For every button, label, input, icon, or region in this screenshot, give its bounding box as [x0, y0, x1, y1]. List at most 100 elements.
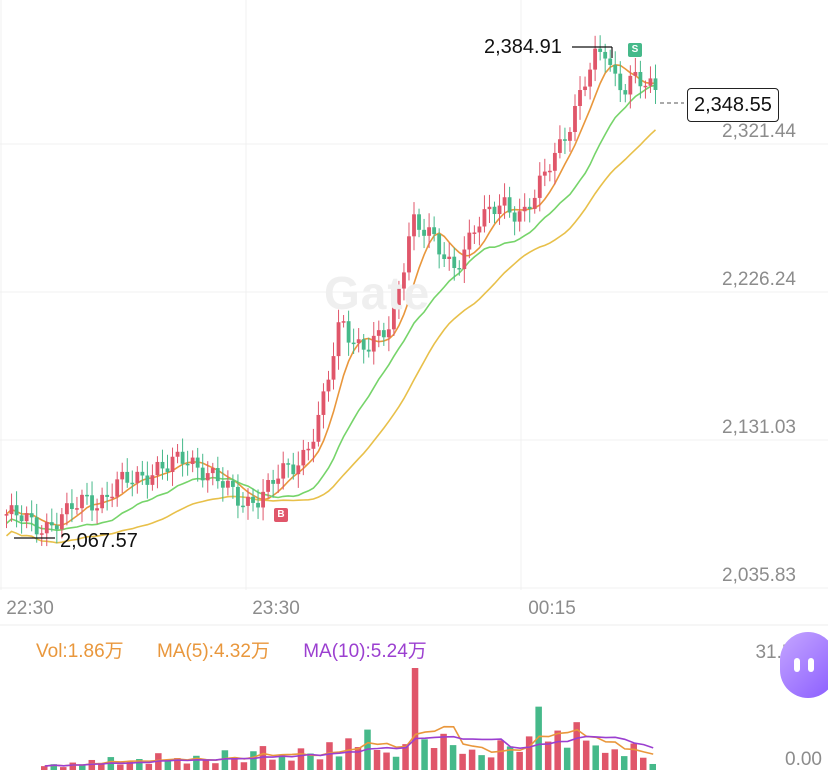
candle-body — [281, 463, 286, 479]
moving-average-lines — [5, 63, 657, 544]
volume-bar — [449, 745, 457, 770]
volume-bar — [345, 738, 352, 770]
chat-assistant-icon[interactable] — [780, 632, 828, 698]
candle-body — [532, 197, 537, 209]
candle-body — [220, 481, 225, 488]
volume-bar — [402, 744, 409, 770]
ma10-line — [5, 84, 656, 532]
candle-body — [537, 175, 542, 198]
candle-body — [512, 212, 517, 222]
candle-body — [29, 513, 34, 518]
candle-body — [452, 256, 457, 269]
candle-body — [407, 236, 411, 273]
volume-bar — [183, 763, 191, 770]
volume-bar — [307, 753, 314, 770]
candle-body — [311, 441, 316, 449]
candle-body — [613, 64, 618, 74]
candle-body — [225, 480, 230, 488]
candle-body — [477, 226, 482, 233]
volume-bar — [516, 751, 523, 770]
volume-bar — [440, 733, 447, 770]
buy-marker[interactable]: B — [274, 508, 288, 522]
volume-bar — [554, 730, 561, 770]
volume-bar — [563, 747, 571, 770]
volume-bar — [297, 748, 305, 770]
candle-body — [100, 494, 105, 509]
volume-bar — [573, 722, 580, 770]
candle-body — [105, 494, 110, 497]
volume-bar — [41, 766, 48, 770]
candle-body — [417, 214, 421, 230]
volume-bar — [487, 757, 495, 770]
candle-body — [286, 463, 291, 465]
candle-body — [140, 471, 145, 476]
candle-body — [241, 505, 245, 508]
candle-body — [44, 522, 49, 534]
candle-body — [271, 479, 276, 484]
volume-bar — [630, 743, 637, 770]
time-tick: 22:30 — [6, 598, 54, 619]
candle-body — [462, 249, 467, 270]
volume-bar — [193, 755, 200, 770]
price-tick: 2,131.03 — [722, 417, 796, 438]
volume-bar — [259, 746, 267, 770]
candle-body — [24, 513, 29, 522]
candle-body — [482, 209, 487, 227]
ma5-line — [5, 63, 656, 527]
candle-body — [598, 48, 603, 52]
candle-body — [633, 71, 638, 76]
volume-bar — [411, 668, 419, 770]
candle-body — [54, 525, 59, 530]
candle-body — [376, 330, 381, 336]
candle-body — [638, 71, 643, 87]
candle-body — [447, 256, 452, 260]
volume-zero-tick: 0.00 — [785, 749, 822, 770]
candle-body — [467, 232, 472, 250]
candlesticks — [4, 35, 658, 547]
candle-body — [110, 496, 115, 499]
candle-body — [75, 508, 79, 510]
volume-bar — [620, 756, 628, 770]
volume-bar — [383, 752, 390, 770]
candle-body — [85, 494, 89, 497]
volume-bar — [506, 746, 514, 770]
candle-body — [547, 170, 552, 173]
candle-body — [628, 75, 633, 95]
candle-body — [427, 227, 432, 236]
sell-marker[interactable]: S — [628, 43, 642, 57]
candle-body — [19, 515, 24, 522]
candle-body — [261, 491, 265, 508]
candle-body — [341, 321, 346, 323]
volume-bar — [611, 749, 618, 770]
candle-body — [517, 211, 522, 222]
candle-body — [402, 272, 406, 289]
candle-body — [397, 288, 401, 307]
volume-bar — [326, 742, 333, 770]
watermark-logo: Gate — [324, 267, 431, 319]
candle-body — [150, 475, 155, 485]
candle-body — [492, 206, 497, 215]
current-price-tag[interactable]: 2,348.55 — [687, 88, 779, 122]
candle-body — [195, 457, 200, 468]
volume-bar — [497, 740, 504, 770]
candle-body — [326, 379, 331, 392]
volume-bar — [582, 740, 590, 770]
candle-body — [442, 254, 447, 260]
candle-body — [215, 468, 220, 482]
candle-body — [276, 478, 281, 484]
candle-body — [70, 503, 74, 509]
volume-bar — [50, 764, 58, 770]
volume-bar — [231, 758, 238, 770]
candle-body — [457, 268, 462, 270]
candle-body — [230, 480, 235, 487]
candle-body — [527, 206, 532, 209]
candle-body — [578, 90, 582, 107]
volume-bar — [136, 759, 143, 770]
volume-bar — [202, 760, 210, 770]
candle-body — [200, 467, 205, 481]
candle-body — [623, 90, 628, 95]
candle-body — [361, 339, 366, 350]
volume-bar — [316, 759, 324, 770]
candle-body — [437, 234, 442, 255]
